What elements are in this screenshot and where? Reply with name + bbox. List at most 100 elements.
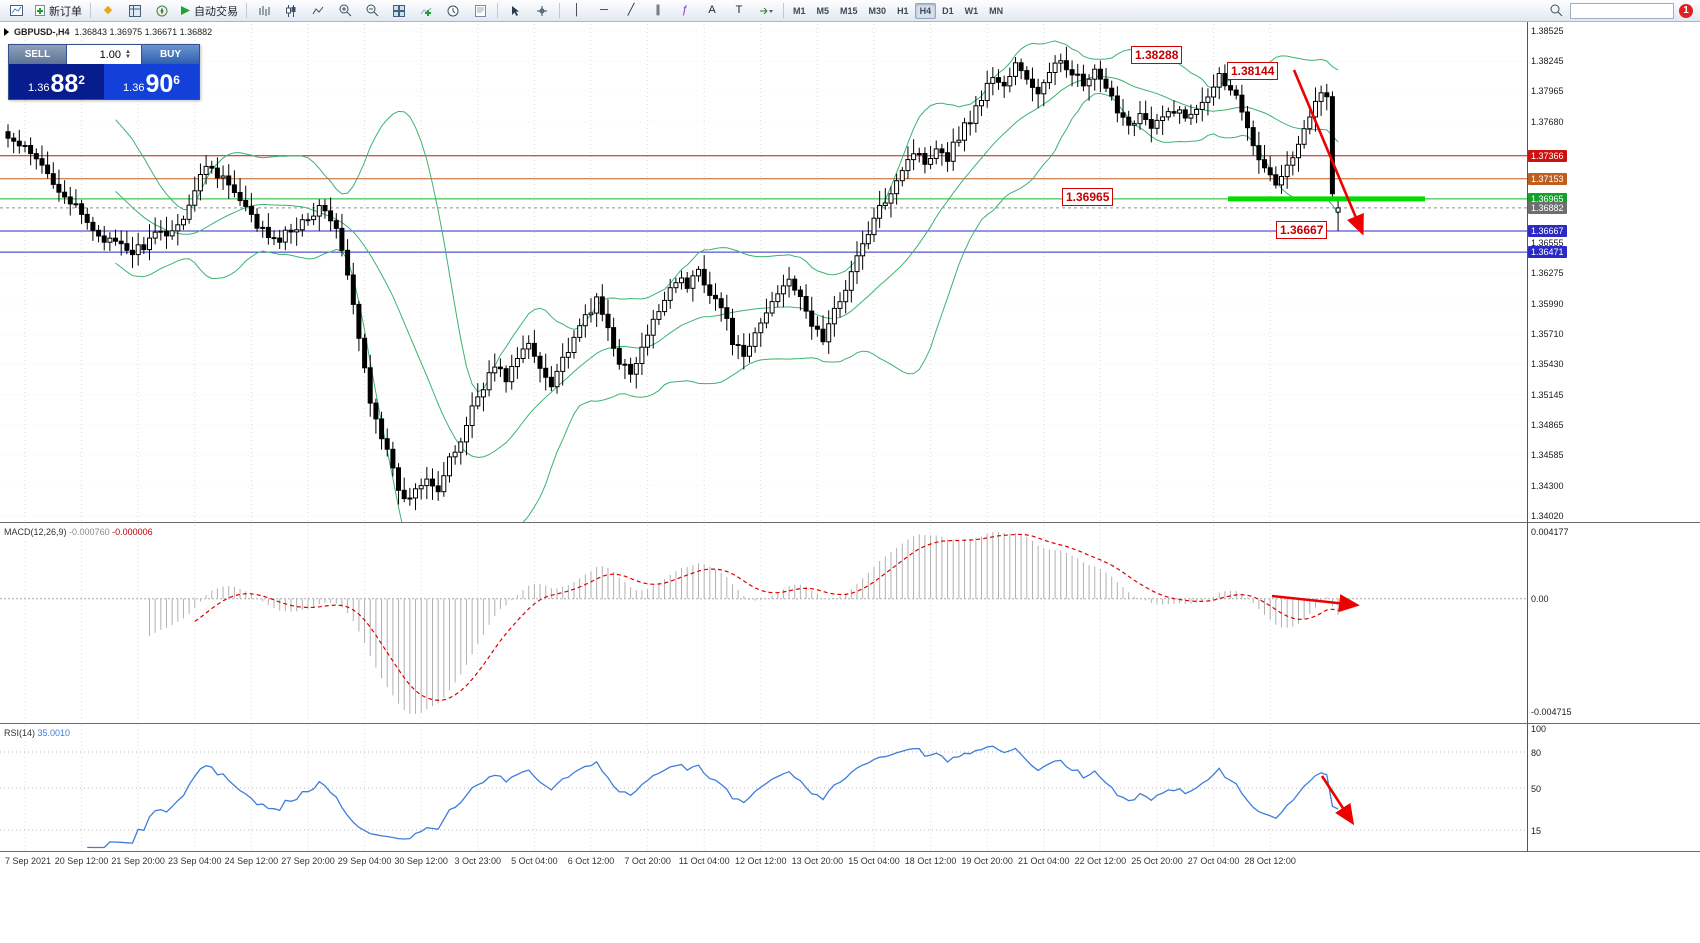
sell-price-prefix: 1.36 xyxy=(28,82,50,94)
time-axis-label: 19 Oct 20:00 xyxy=(961,856,1013,866)
rsi-label: RSI(14) 35.0010 xyxy=(4,728,70,738)
volume-stepper[interactable]: ▲ ▼ xyxy=(125,48,131,60)
candlestick-icon[interactable] xyxy=(278,1,304,21)
timeframe-h1[interactable]: H1 xyxy=(897,5,909,16)
label-icon[interactable]: T xyxy=(735,4,743,16)
time-axis-label: 7 Sep 2021 xyxy=(4,856,52,866)
macd-axis-min: -0.004715 xyxy=(1531,707,1572,717)
bar-chart-icon[interactable] xyxy=(251,1,277,21)
sell-price[interactable]: 1.36 88 2 xyxy=(9,64,104,99)
autotrade-label: 自动交易 xyxy=(194,5,238,18)
new-order-button[interactable]: 新订单 xyxy=(30,1,86,21)
price-axis-level-box: 1.36667 xyxy=(1528,225,1567,238)
time-axis-label: 23 Sep 04:00 xyxy=(167,856,222,866)
templates-icon[interactable] xyxy=(467,1,493,21)
horizontal-line-icon[interactable]: ─ xyxy=(600,4,608,16)
timeframe-w1[interactable]: W1 xyxy=(964,5,979,16)
vertical-line-icon[interactable]: │ xyxy=(573,4,581,16)
volume-input[interactable] xyxy=(67,47,123,62)
timeframe-m5[interactable]: M5 xyxy=(816,5,830,16)
macd-value-main: -0.000760 xyxy=(69,527,110,537)
time-axis-label: 13 Oct 20:00 xyxy=(791,856,844,866)
timeframe-mn[interactable]: MN xyxy=(989,5,1004,16)
price-callout[interactable]: 1.36965 xyxy=(1062,188,1114,206)
chart-expand-icon[interactable] xyxy=(4,28,9,36)
timeframe-m15[interactable]: M15 xyxy=(840,5,858,16)
buy-price-prefix: 1.36 xyxy=(123,82,145,94)
search-input[interactable] xyxy=(1570,2,1674,19)
price-axis-level-box: 1.36882 xyxy=(1528,201,1567,214)
cursor-icon[interactable] xyxy=(502,1,528,21)
time-axis-label: 15 Oct 04:00 xyxy=(848,856,900,866)
time-axis-label: 27 Sep 20:00 xyxy=(281,856,335,866)
search-icon[interactable] xyxy=(1543,1,1569,21)
time-axis-label: 7 Oct 20:00 xyxy=(624,856,671,866)
navigator-icon[interactable] xyxy=(149,1,175,21)
time-axis-label: 28 Oct 12:00 xyxy=(1244,856,1296,866)
price-axis-label: 1.35430 xyxy=(1531,359,1564,370)
text-icon[interactable]: A xyxy=(708,4,716,16)
timeframe-m30[interactable]: M30 xyxy=(868,5,887,16)
price-callout[interactable]: 1.38144 xyxy=(1227,62,1279,80)
time-axis-label: 6 Oct 12:00 xyxy=(567,856,615,866)
market-watch-icon[interactable]: ◆ xyxy=(103,4,113,16)
new-order-icon xyxy=(35,5,45,16)
price-callout[interactable]: 1.36667 xyxy=(1276,221,1328,239)
timeframe-d1[interactable]: D1 xyxy=(942,5,954,16)
time-axis-label: 3 Oct 23:00 xyxy=(454,856,502,866)
time-axis-label: 18 Oct 12:00 xyxy=(904,856,957,866)
time-axis-label: 25 Oct 20:00 xyxy=(1131,856,1183,866)
zoom-in-icon[interactable] xyxy=(332,1,358,21)
macd-name: MACD(12,26,9) xyxy=(4,527,67,537)
buy-price-pipette: 6 xyxy=(173,73,180,87)
chart-ohlc-header: GBPUSD-,H4 1.36843 1.36975 1.36671 1.368… xyxy=(4,27,212,37)
price-axis-label: 1.35990 xyxy=(1531,298,1564,309)
price-axis-label: 1.38245 xyxy=(1531,56,1564,67)
chart-symbol-period: GBPUSD-,H4 xyxy=(14,27,70,37)
main-toolbar: 新订单 ◆ 自动交易 │ ─ ╱ xyxy=(0,0,1700,22)
timeframe-m1[interactable]: M1 xyxy=(793,5,806,16)
time-axis-label: 27 Oct 04:00 xyxy=(1187,856,1240,866)
sell-button[interactable]: SELL xyxy=(9,45,67,64)
periods-icon[interactable] xyxy=(440,1,466,21)
rsi-axis-label: 100 xyxy=(1531,724,1547,734)
crosshair-icon[interactable] xyxy=(529,1,555,21)
shapes-arrow-icon[interactable] xyxy=(753,1,779,21)
timeframe-h4[interactable]: H4 xyxy=(914,2,937,19)
price-callout[interactable]: 1.38288 xyxy=(1131,46,1183,64)
trendline-icon[interactable]: ╱ xyxy=(627,4,635,16)
chart-ohlc-values: 1.36843 1.36975 1.36671 1.36882 xyxy=(74,27,213,37)
time-axis-label: 21 Sep 20:00 xyxy=(111,856,165,866)
buy-button[interactable]: BUY xyxy=(141,45,199,64)
data-window-icon[interactable] xyxy=(122,1,148,21)
notification-badge[interactable]: 1 xyxy=(1679,3,1693,18)
channel-icon[interactable]: ∥ xyxy=(655,4,661,16)
sell-price-big: 88 xyxy=(50,70,79,98)
timeframe-buttons: M1 M5 M15 M30 H1 H4 D1 W1 MN xyxy=(788,2,1008,19)
tile-windows-icon[interactable] xyxy=(386,1,412,21)
zoom-out-icon[interactable] xyxy=(359,1,385,21)
price-axis-label: 1.37965 xyxy=(1531,86,1564,97)
price-axis-label: 1.38525 xyxy=(1531,26,1564,36)
app-chart-icon xyxy=(3,1,29,21)
price-axis-label: 1.34585 xyxy=(1531,450,1564,461)
time-axis-label: 5 Oct 04:00 xyxy=(511,856,558,866)
price-axis-label: 1.34865 xyxy=(1531,420,1564,431)
price-axis-label: 1.36275 xyxy=(1531,268,1564,279)
line-chart-icon[interactable] xyxy=(305,1,331,21)
price-axis-label: 1.34300 xyxy=(1531,480,1564,491)
toolbar-separator xyxy=(246,3,247,18)
time-axis-label: 21 Oct 04:00 xyxy=(1017,856,1070,866)
autotrade-button[interactable]: 自动交易 xyxy=(176,1,242,21)
indicators-icon[interactable] xyxy=(413,1,439,21)
price-axis-label: 1.37680 xyxy=(1531,116,1564,127)
fibonacci-icon[interactable]: ƒ xyxy=(681,4,689,16)
time-axis-label: 30 Sep 12:00 xyxy=(394,856,448,866)
price-axis-level-box: 1.37366 xyxy=(1528,149,1567,162)
price-axis-level-box: 1.36471 xyxy=(1528,246,1567,259)
price-axis-label: 1.36555 xyxy=(1531,238,1564,249)
time-axis-label: 11 Oct 04:00 xyxy=(678,856,730,866)
buy-price[interactable]: 1.36 90 6 xyxy=(104,64,199,99)
